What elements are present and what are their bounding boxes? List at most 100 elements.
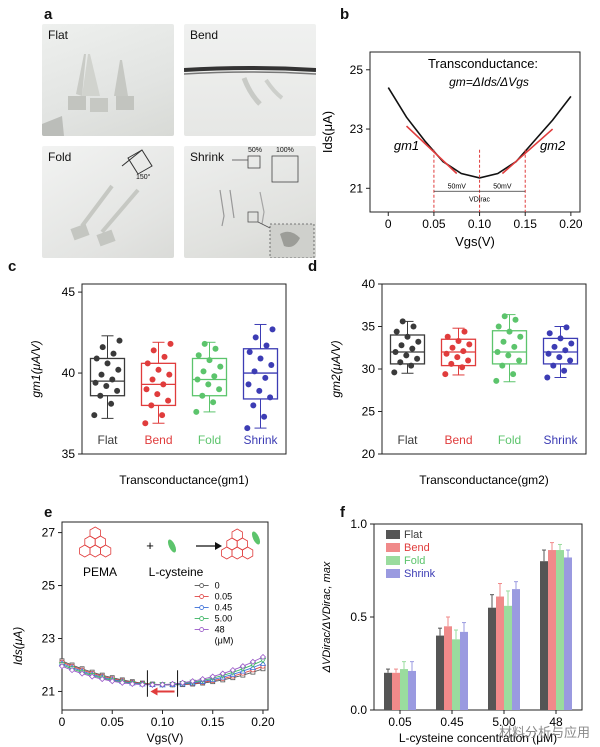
chart-d-point bbox=[391, 369, 398, 376]
chart-d-ytick-label: 35 bbox=[362, 320, 376, 334]
chart-b-ytick-label: 23 bbox=[350, 122, 364, 136]
chart-d-point bbox=[443, 350, 450, 357]
chart-e-hexagon bbox=[231, 528, 243, 542]
chart-e-hexagon bbox=[221, 546, 233, 560]
chart-c-point bbox=[110, 350, 117, 357]
chart-c-category-label: Fold bbox=[198, 433, 221, 447]
chart-e-marker bbox=[219, 670, 226, 677]
chart-f-dirac-shift-bars: 0.0 0.5 1.0 ΔVDirac/ΔVDirac, max L-cysteine … bbox=[321, 517, 583, 745]
chart-f-bar-fold bbox=[400, 669, 408, 710]
chart-b-xtick-label: 0.20 bbox=[559, 217, 583, 231]
chart-f-legend-label: Bend bbox=[404, 542, 430, 554]
chart-b-ytick-label: 21 bbox=[350, 181, 364, 195]
chart-c-point bbox=[93, 355, 100, 362]
chart-c-point bbox=[199, 392, 206, 399]
chart-f-xtick-label: 0.45 bbox=[440, 715, 464, 729]
chart-e-xtick-label: 0.20 bbox=[251, 715, 275, 729]
chart-d-point bbox=[404, 333, 411, 340]
chart-d-point bbox=[449, 344, 456, 351]
chart-d-point bbox=[410, 323, 417, 330]
chart-e-xtick-label: 0.05 bbox=[101, 715, 125, 729]
chart-e-lcysteine-label: L-cysteine bbox=[149, 565, 204, 579]
chart-e-legend-label: 0.45 bbox=[215, 603, 233, 613]
chart-f-bar-bend bbox=[496, 596, 504, 710]
chart-d-point bbox=[493, 377, 500, 384]
chart-d-gm2-boxplot: 20 25 30 35 40 gm2(μA/V) Transconductance(gm2)… bbox=[329, 277, 587, 487]
chart-c-point bbox=[211, 373, 218, 380]
chart-d-point bbox=[403, 352, 410, 359]
bend-device-drawing bbox=[184, 66, 316, 106]
chart-f-legend-label: Flat bbox=[404, 529, 422, 541]
chart-d-xlabel: Transconductance(gm2) bbox=[419, 473, 549, 487]
chart-d-point bbox=[517, 333, 524, 340]
chart-b-frame bbox=[369, 51, 581, 213]
chart-c-point bbox=[155, 366, 162, 373]
chart-e-legend-label: 0.05 bbox=[215, 592, 233, 602]
chart-e-marker bbox=[119, 679, 126, 686]
chart-f-ylabel: ΔVDirac/ΔVDirac, max bbox=[321, 561, 333, 673]
chart-e-frame bbox=[61, 521, 269, 711]
chart-c-point bbox=[149, 376, 156, 383]
chart-d-category-label: Flat bbox=[397, 433, 418, 447]
chart-d-point bbox=[551, 343, 558, 350]
photo-shrink: Shrink 50% 100% bbox=[184, 146, 316, 258]
chart-c-point bbox=[252, 334, 259, 341]
chart-b-gm2-label: gm2 bbox=[540, 138, 566, 153]
chart-c-point bbox=[200, 368, 207, 375]
chart-c-point bbox=[195, 352, 202, 359]
chart-d-point bbox=[501, 313, 508, 320]
chart-c-ytick-label: 45 bbox=[62, 285, 76, 299]
chart-e-shift-arrowhead bbox=[150, 687, 158, 696]
chart-d-ylabel: gm2(μA/V) bbox=[329, 340, 343, 397]
chart-c-point bbox=[142, 420, 149, 427]
chart-c-ylabel: gm1(μA/V) bbox=[29, 340, 43, 397]
chart-c-point bbox=[165, 397, 172, 404]
chart-f-bar-bend bbox=[444, 626, 452, 710]
chart-d-point bbox=[511, 343, 518, 350]
chart-e-hexagon bbox=[79, 544, 91, 558]
chart-c-point bbox=[210, 399, 217, 406]
chart-e-marker bbox=[209, 673, 216, 680]
chart-c-point bbox=[217, 363, 224, 370]
chart-e-legend-label: 48 bbox=[215, 625, 225, 635]
chart-c-point bbox=[116, 337, 123, 344]
chart-d-point bbox=[516, 357, 523, 364]
chart-c-point bbox=[91, 412, 98, 419]
chart-e-ylabel: Ids(μA) bbox=[11, 627, 25, 666]
chart-d-point bbox=[465, 357, 472, 364]
chart-d-point bbox=[567, 357, 574, 364]
chart-e-marker bbox=[99, 676, 106, 683]
chart-e-marker bbox=[109, 678, 116, 685]
chart-f-legend-swatch bbox=[386, 569, 400, 578]
chart-d-ytick-label: 20 bbox=[362, 447, 376, 461]
chart-e-marker bbox=[259, 653, 267, 661]
chart-e-pema-label: PEMA bbox=[83, 565, 117, 579]
chart-c-ytick-label: 35 bbox=[62, 447, 76, 461]
chart-d-point bbox=[459, 364, 466, 371]
chart-b-ylabel: Ids(μA) bbox=[320, 111, 335, 153]
chart-b-xlabel: Vgs(V) bbox=[455, 234, 495, 249]
chart-f-bar-shrink bbox=[408, 670, 416, 710]
chart-d-point bbox=[415, 338, 422, 345]
chart-d-point bbox=[444, 333, 451, 340]
chart-b-xtick-label: 0.05 bbox=[422, 217, 446, 231]
chart-c-point bbox=[216, 386, 223, 393]
chart-e-marker bbox=[79, 670, 86, 677]
chart-c-point bbox=[250, 402, 257, 409]
chart-f-xlabel: L-cysteine concentration (μM) bbox=[399, 731, 557, 745]
chart-e-marker bbox=[89, 673, 96, 680]
chart-c-point bbox=[256, 387, 263, 394]
chart-b-ytick-label: 25 bbox=[350, 63, 364, 77]
chart-e-legend-label: 5.00 bbox=[215, 614, 233, 624]
chart-d-point bbox=[557, 335, 564, 342]
chart-f-xtick-label: 0.05 bbox=[388, 715, 412, 729]
chart-c-point bbox=[97, 392, 104, 399]
chart-d-point bbox=[544, 374, 551, 381]
chart-d-point bbox=[393, 328, 400, 335]
chart-b-span-right-label: 50mV bbox=[493, 183, 512, 190]
chart-d-point bbox=[506, 328, 513, 335]
chart-d-point bbox=[442, 371, 449, 378]
chart-d-point bbox=[460, 348, 467, 355]
chart-d-ytick-label: 40 bbox=[362, 277, 376, 291]
chart-e-marker bbox=[149, 681, 156, 688]
